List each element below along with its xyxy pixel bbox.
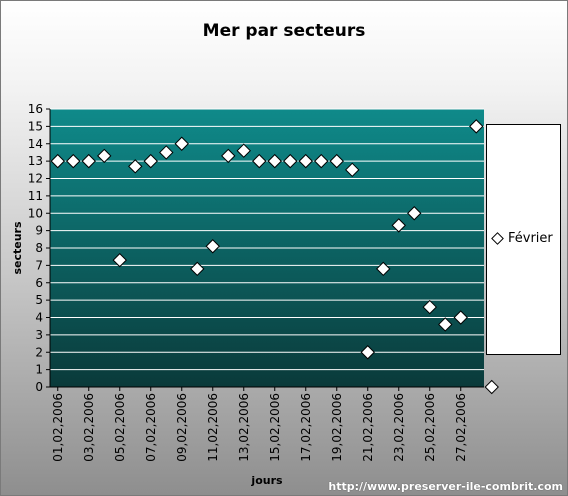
x-tick-label: 19,02,2006 [330,393,344,462]
legend: Février [486,124,561,355]
x-tick-label: 13,02,2006 [237,393,251,462]
data-point [190,261,205,277]
y-tick-label: 0 [35,380,43,394]
data-point [314,153,329,169]
y-tick-label: 7 [35,258,43,272]
data-point [283,153,298,169]
data-point [438,317,453,332]
y-axis-title: secteurs [11,221,24,275]
watermark: http://www.preserver-ile-combrit.com [328,480,563,493]
data-point [298,153,313,169]
x-tick-label: 25,02,2006 [423,393,437,462]
data-point [81,153,96,169]
data-point [345,162,360,178]
y-tick-label: 15 [28,119,43,133]
x-ticks: 01,02,2006 03,02,2006 05,02,2006 07,02,2006… [51,387,468,462]
data-point [174,136,189,151]
y-tick-label: 14 [28,137,43,151]
y-tick-label: 12 [28,172,43,186]
data-point [360,345,375,360]
x-tick-label: 03,02,2006 [82,393,96,462]
y-tick-label: 1 [35,363,43,377]
y-tick-label: 2 [35,345,43,359]
y-tick-label: 16 [28,102,43,116]
data-point [267,153,282,169]
y-tick-label: 5 [35,293,43,307]
data-point [221,148,236,164]
x-tick-label: 27,02,2006 [454,393,468,462]
data-point [205,239,220,254]
data-point [159,145,174,160]
legend-entry: Février [491,231,553,246]
y-tick-label: 10 [28,206,43,220]
y-tick-label: 4 [35,311,43,325]
data-point [407,206,422,221]
y-tick-label: 9 [35,224,43,238]
y-tick-label: 13 [28,154,43,168]
data-point [66,153,81,169]
data-point [97,148,112,164]
y-tick-label: 3 [35,328,43,342]
data-point [469,119,484,134]
x-tick-label: 17,02,2006 [299,393,313,462]
x-tick-label: 15,02,2006 [268,393,282,462]
data-point [453,310,468,325]
data-point [329,153,344,169]
x-axis-title: jours [250,474,283,487]
data-point [484,379,499,395]
data-point [236,143,251,158]
data-points [50,119,499,395]
x-tick-label: 23,02,2006 [392,393,406,462]
x-tick-label: 01,02,2006 [51,393,65,462]
data-point [112,252,127,268]
data-point [50,153,65,169]
data-point [422,299,437,315]
x-tick-label: 09,02,2006 [175,393,189,462]
x-tick-label: 21,02,2006 [361,393,375,462]
grid-lines [50,108,484,371]
x-tick-label: 05,02,2006 [113,393,127,462]
x-tick-label: 11,02,2006 [206,393,220,462]
diamond-marker-icon [491,232,504,245]
data-point [128,159,143,174]
data-point [143,153,158,169]
data-point [252,153,267,169]
data-point [376,261,391,277]
chart-title: Mer par secteurs [202,21,366,41]
legend-label: Février [508,231,553,246]
y-tick-label: 11 [28,189,43,203]
y-tick-label: 8 [35,241,43,255]
y-tick-label: 6 [35,276,43,290]
data-point [391,218,406,233]
x-tick-label: 07,02,2006 [144,393,158,462]
